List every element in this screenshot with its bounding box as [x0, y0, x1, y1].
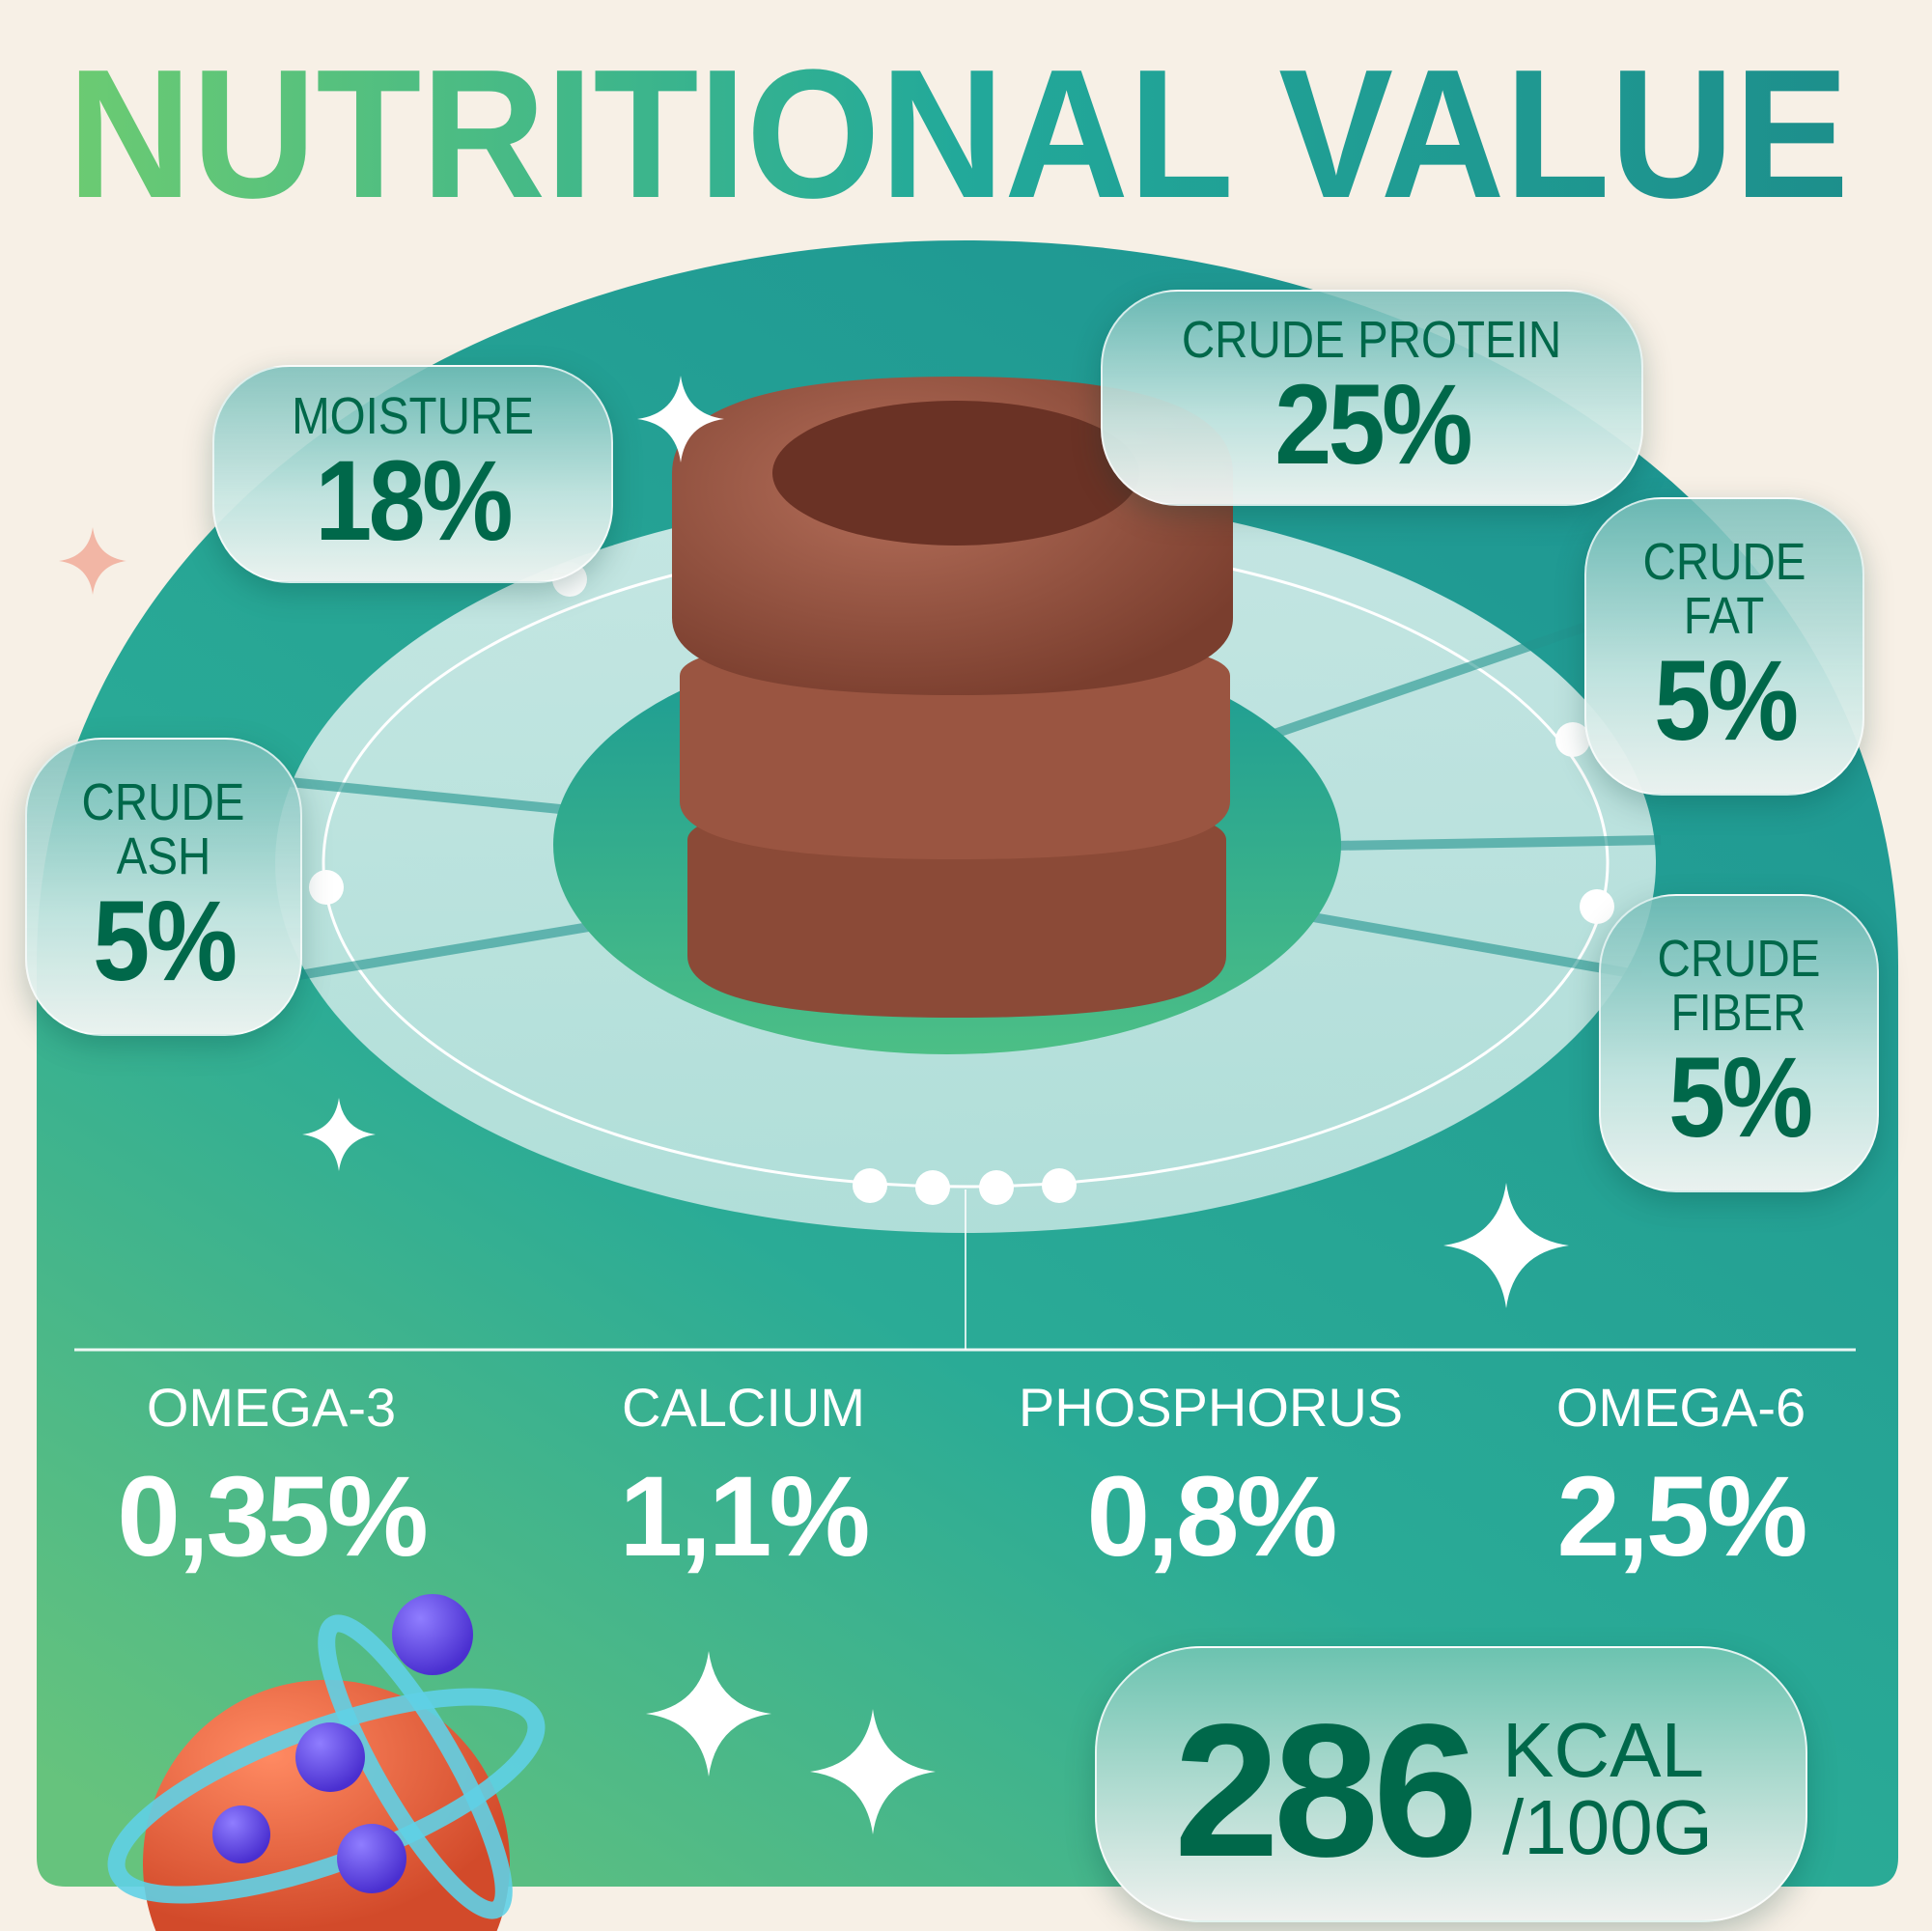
energy-value: 286 [1174, 1685, 1478, 1896]
stat-label: CALCIUM [621, 1377, 866, 1438]
stat-calcium: CALCIUM 1,1% [521, 1377, 966, 1581]
energy-card: 286 KCAL/100G [1095, 1646, 1807, 1922]
atom-icon [107, 1594, 546, 1931]
stat-label: OMEGA-6 [1555, 1377, 1806, 1438]
card-value: 18% [315, 437, 514, 565]
page-title: NUTRITIONAL VALUE [68, 32, 1849, 237]
card-crude-fat: CRUDE FAT 5% [1584, 497, 1864, 796]
card-moisture: MOISTURE 18% [212, 365, 613, 583]
card-value: 5% [93, 877, 238, 1005]
stat-label: PHOSPHORUS [1018, 1377, 1404, 1438]
energy-unit-per: /100G [1502, 1784, 1713, 1870]
sparkle-icon [1443, 1183, 1569, 1308]
card-label: ASH [116, 826, 211, 885]
card-crude-fiber: CRUDE FIBER 5% [1599, 894, 1879, 1192]
card-value: 5% [1667, 1033, 1813, 1161]
energy-unit: KCAL [1502, 1707, 1704, 1793]
card-label: CRUDE [1642, 532, 1806, 591]
stat-phosphorus: PHOSPHORUS 0,8% [989, 1377, 1433, 1581]
card-label: CRUDE PROTEIN [1182, 311, 1562, 369]
card-label: FIBER [1671, 983, 1806, 1042]
stat-label: OMEGA-3 [146, 1377, 397, 1438]
stat-value: 1,1% [619, 1453, 871, 1581]
card-value: 5% [1653, 636, 1799, 765]
card-label: FAT [1684, 586, 1765, 645]
sparkle-icon [302, 1098, 376, 1171]
stat-omega-3: OMEGA-3 0,35% [49, 1377, 493, 1581]
sparkle-icon [810, 1709, 936, 1834]
sparkle-icon [646, 1651, 771, 1777]
sparkles [59, 376, 1569, 1834]
disc-segment-lines [289, 623, 1662, 980]
sparkle-icon [59, 527, 126, 595]
card-crude-ash: CRUDE ASH 5% [25, 738, 302, 1036]
card-crude-protein: CRUDE PROTEIN 25% [1101, 290, 1643, 506]
stat-value: 0,35% [117, 1453, 429, 1581]
food-product-image [672, 377, 1233, 1018]
card-label: CRUDE [1657, 929, 1821, 988]
stat-value: 2,5% [1556, 1453, 1808, 1581]
stat-omega-6: OMEGA-6 2,5% [1459, 1377, 1903, 1581]
energy-unit-block: KCAL/100G [1502, 1712, 1713, 1866]
stat-value: 0,8% [1086, 1453, 1338, 1581]
card-value: 25% [1274, 361, 1472, 489]
card-label: CRUDE [82, 772, 245, 831]
sparkle-icon [637, 376, 724, 462]
card-label: MOISTURE [292, 387, 534, 445]
